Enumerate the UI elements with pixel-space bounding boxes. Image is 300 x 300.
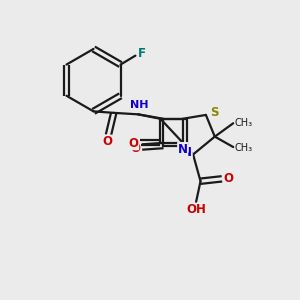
Text: O: O [224, 172, 233, 185]
Text: O: O [102, 135, 112, 148]
Text: F: F [138, 47, 146, 60]
Text: N: N [182, 146, 192, 159]
Text: CH₃: CH₃ [235, 142, 253, 153]
Text: NH: NH [130, 100, 149, 110]
Text: N: N [178, 142, 188, 156]
Text: CH₃: CH₃ [235, 118, 253, 128]
Text: O: O [129, 137, 139, 150]
Text: OH: OH [186, 203, 206, 216]
Text: O: O [130, 142, 140, 155]
Text: S: S [210, 106, 218, 119]
